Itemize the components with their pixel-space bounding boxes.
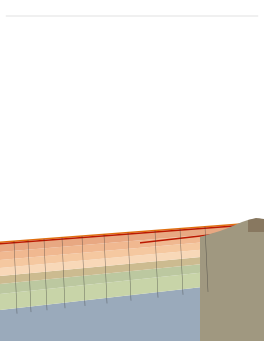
Text: N E W   M E X I C O   B U R E A U   O F   G E O L O G Y   A N D   M I N E R A L : N E W M E X I C O B U R E A U O F G E O … [31,8,233,12]
Polygon shape [0,222,264,243]
Polygon shape [0,230,264,260]
Polygon shape [0,237,264,268]
Text: Open-File Report 584: Open-File Report 584 [14,167,116,175]
Text: ¹New Mexico Bureau of Geology and Mineral Resources, New Mexico Institute of Min: ¹New Mexico Bureau of Geology and Minera… [14,146,217,150]
Text: Taos County, New Mexico: Taos County, New Mexico [14,87,210,101]
Text: of the Embudo Fault Zone: of the Embudo Fault Zone [14,56,213,70]
Polygon shape [0,266,264,310]
Polygon shape [0,223,264,244]
Polygon shape [0,280,264,341]
Bar [0,0,264,218]
Polygon shape [140,228,264,243]
Text: ²U.S. Army Corps of Engineers; ³U.S. Geological Survey; ⁴Muddy Spring Geology, N: ²U.S. Army Corps of Engineers; ³U.S. Geo… [14,151,195,156]
Text: Geologic Map and Cross Sections: Geologic Map and Cross Sections [14,40,264,54]
Polygon shape [0,251,264,284]
Polygon shape [0,223,264,252]
Polygon shape [248,218,264,232]
Text: in the Southern Taos Valley,: in the Southern Taos Valley, [14,71,226,85]
Text: Peggy S. Johnson¹, Scott B. Aby², Brigitte Felix³: Peggy S. Johnson¹, Scott B. Aby², Brigit… [14,133,135,137]
Polygon shape [200,219,264,341]
Polygon shape [0,244,264,276]
Polygon shape [0,258,264,294]
Text: Paul W. Bauer¹, Keith I. Kelson¹, V.J.S. Grauch¹, Benjamin J. Drenth¹,: Paul W. Bauer¹, Keith I. Kelson¹, V.J.S.… [14,125,187,131]
Text: November 2016: November 2016 [14,177,88,185]
